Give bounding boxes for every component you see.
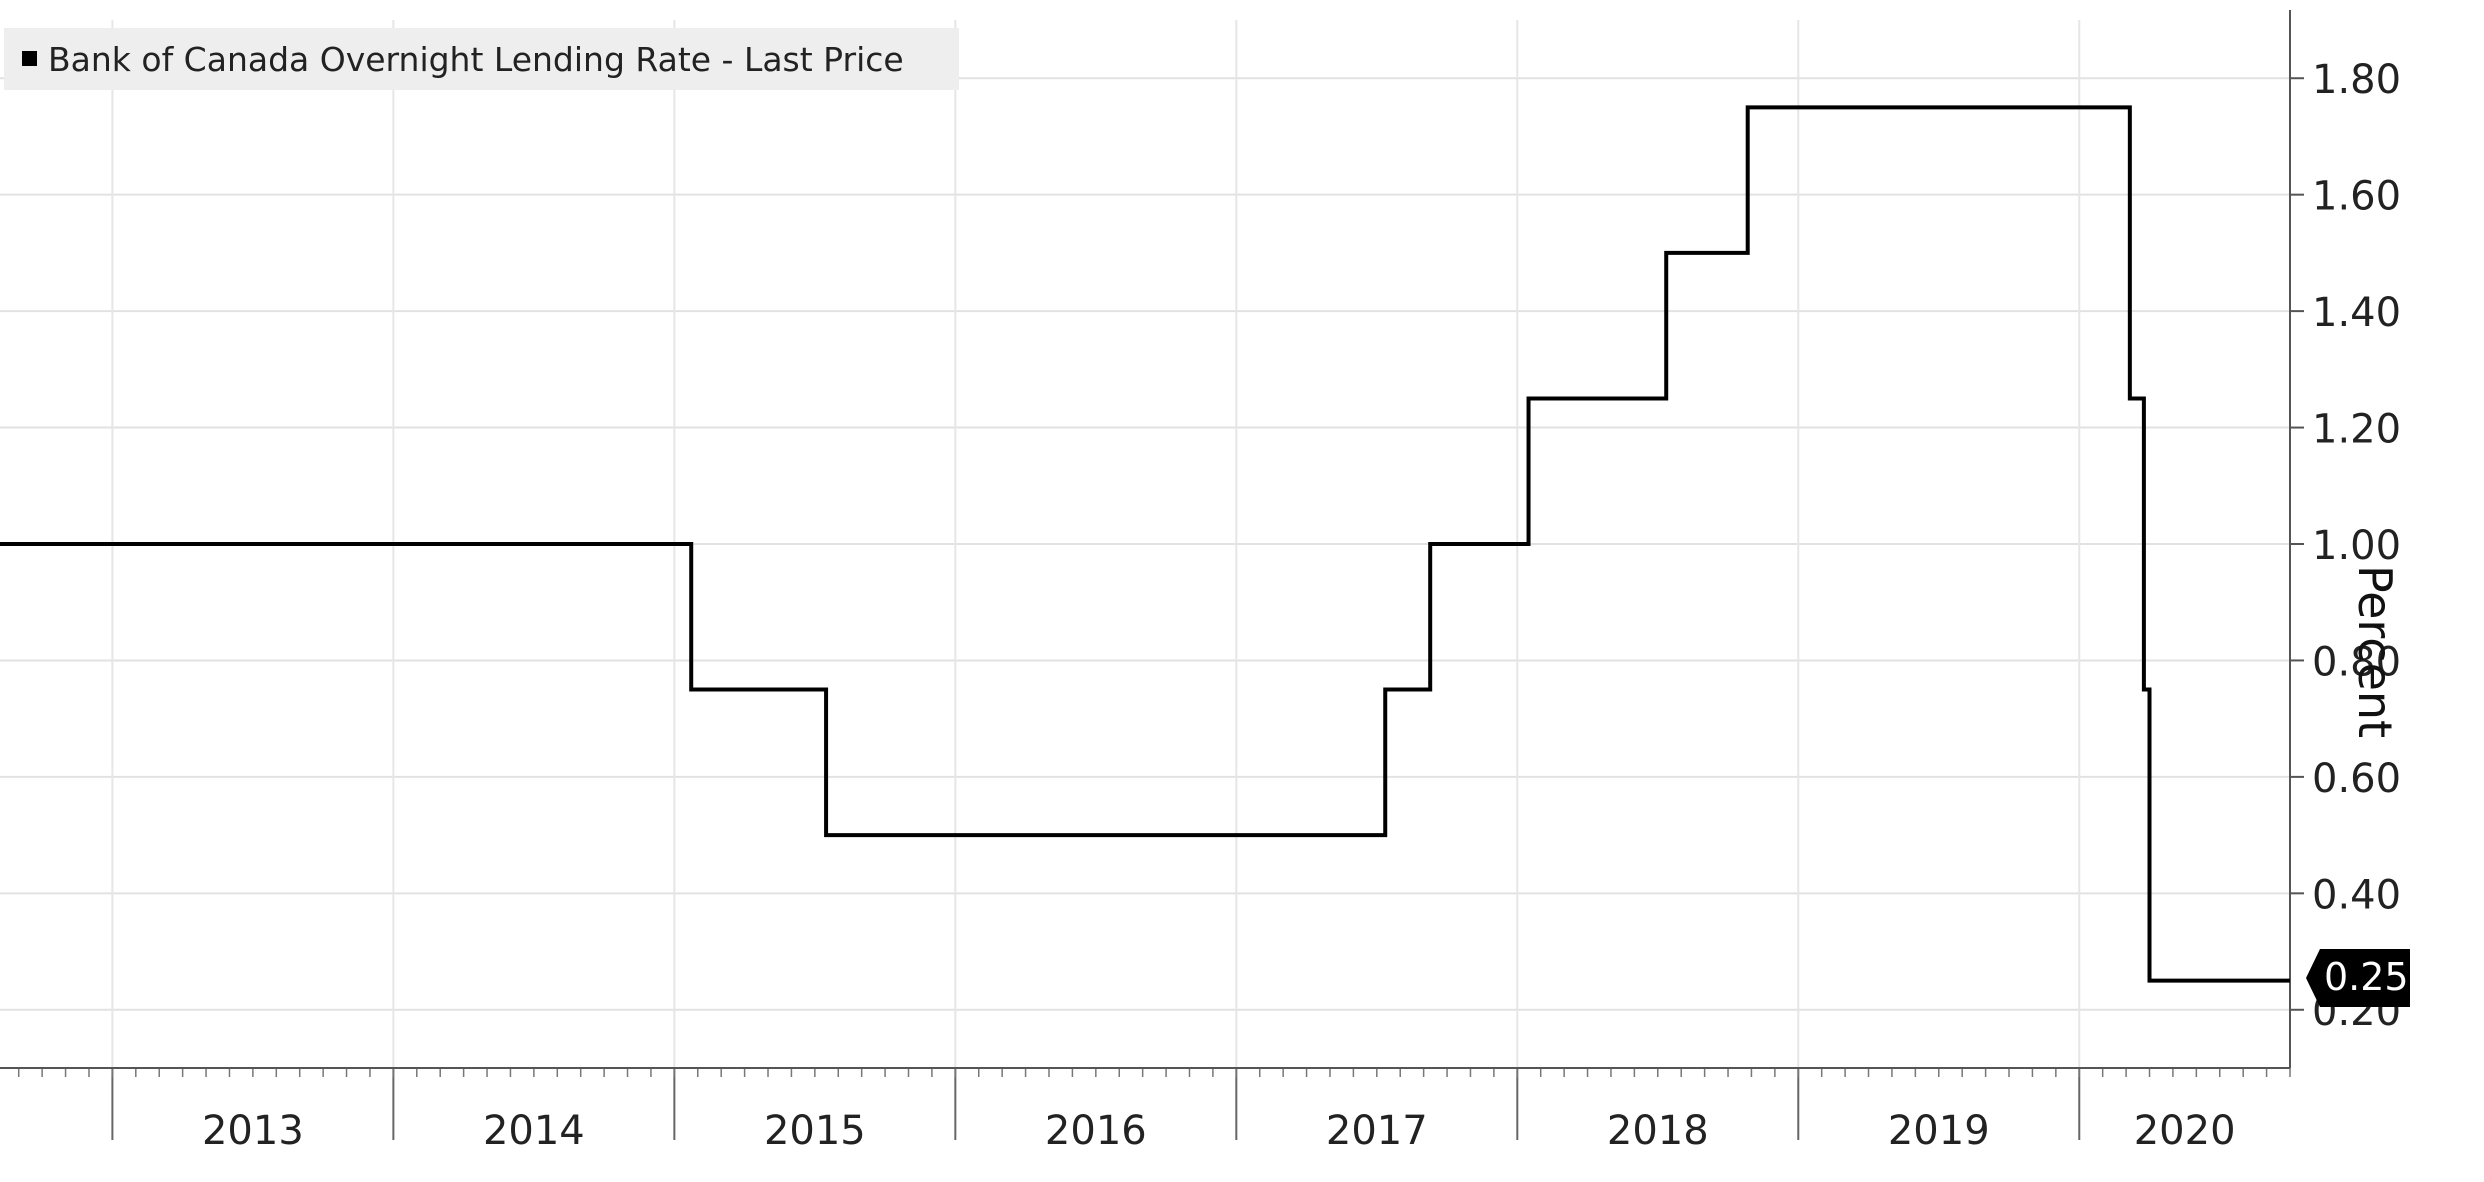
x-tick-label: 2013 — [202, 1108, 304, 1154]
legend-swatch-icon — [22, 51, 37, 66]
axis-layer: 0.200.400.600.801.001.201.401.601.802013… — [0, 10, 2401, 1154]
y-tick-label: 1.60 — [2312, 174, 2401, 220]
y-tick-label: 1.40 — [2312, 290, 2401, 336]
last-value-label: 0.25 — [2324, 955, 2409, 999]
y-tick-label: 1.80 — [2312, 57, 2401, 103]
y-tick-label: 1.20 — [2312, 407, 2401, 453]
x-tick-label: 2020 — [2134, 1108, 2236, 1154]
y-axis-title: Percent — [2348, 565, 2402, 738]
y-tick-label: 0.60 — [2312, 756, 2401, 802]
y-tick-label: 0.40 — [2312, 872, 2401, 918]
x-tick-label: 2019 — [1888, 1108, 1990, 1154]
last-value-tag: 0.25 — [2306, 949, 2410, 1007]
x-tick-label: 2017 — [1326, 1108, 1428, 1154]
x-tick-label: 2016 — [1045, 1108, 1147, 1154]
x-tick-label: 2018 — [1607, 1108, 1709, 1154]
last-value-arrow-icon — [2306, 949, 2320, 1007]
y-tick-label: 1.00 — [2312, 523, 2401, 569]
x-tick-label: 2014 — [483, 1108, 585, 1154]
legend-label: Bank of Canada Overnight Lending Rate - … — [48, 40, 904, 79]
x-tick-label: 2015 — [764, 1108, 866, 1154]
